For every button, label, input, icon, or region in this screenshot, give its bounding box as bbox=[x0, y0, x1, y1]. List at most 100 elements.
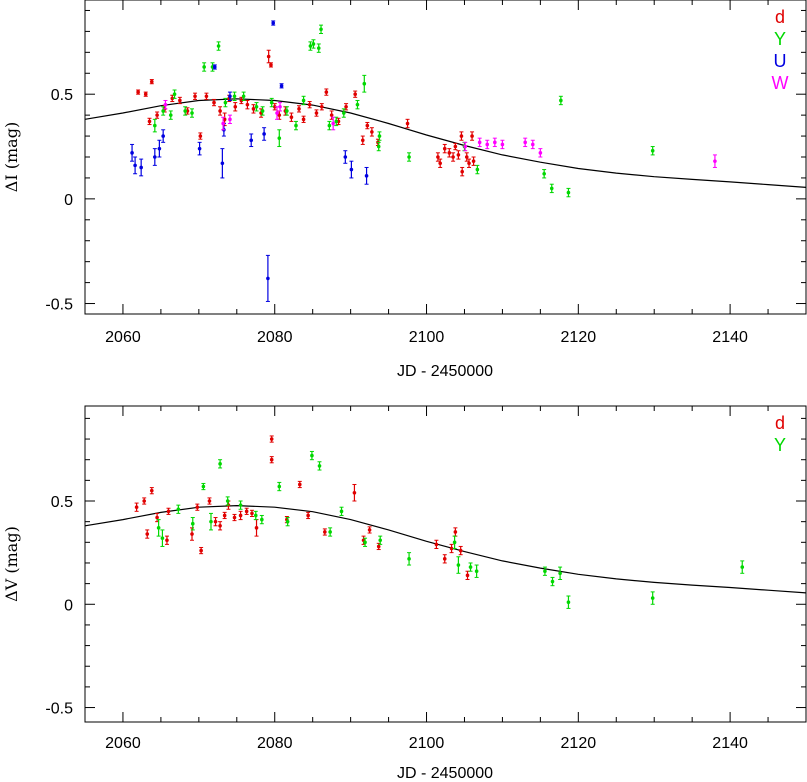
data-point bbox=[233, 104, 238, 109]
data-point bbox=[442, 557, 447, 561]
data-point bbox=[161, 134, 165, 138]
data-point bbox=[324, 90, 329, 94]
data-point bbox=[434, 542, 439, 547]
x-tick-label: 2060 bbox=[105, 735, 141, 752]
y-tick-label: 0 bbox=[64, 192, 73, 209]
data-point bbox=[225, 499, 230, 503]
model-curve-v-band bbox=[84, 504, 807, 594]
data-point bbox=[166, 509, 171, 514]
data-point bbox=[352, 490, 357, 495]
data-point bbox=[463, 144, 468, 149]
data-point bbox=[442, 146, 447, 151]
data-point bbox=[163, 102, 168, 107]
data-point bbox=[285, 519, 290, 524]
legend-entry-d: d bbox=[775, 7, 785, 27]
y-tick-label: 0.5 bbox=[51, 494, 73, 511]
data-point bbox=[232, 94, 237, 99]
x-tick-label: 2140 bbox=[712, 329, 748, 346]
series-Y bbox=[152, 24, 655, 198]
panel-v-band: 2060 2080 2100 2120 2140 -0.5 0 0.5 dY JD - 245… bbox=[2, 405, 807, 782]
data-point bbox=[201, 484, 206, 489]
data-point bbox=[378, 538, 383, 543]
data-point bbox=[149, 79, 154, 84]
data-point bbox=[447, 151, 452, 155]
data-point bbox=[334, 119, 339, 124]
data-point bbox=[376, 144, 381, 149]
legend-entry-Y: Y bbox=[774, 29, 786, 49]
data-point bbox=[538, 151, 543, 155]
data-point bbox=[650, 148, 655, 153]
data-point bbox=[202, 65, 206, 69]
data-point bbox=[157, 146, 162, 151]
data-point bbox=[222, 513, 227, 518]
data-point bbox=[238, 503, 243, 507]
data-point bbox=[272, 104, 277, 109]
data-point bbox=[456, 153, 461, 157]
data-point bbox=[353, 92, 357, 96]
data-point bbox=[269, 100, 274, 105]
data-point bbox=[328, 530, 332, 534]
data-point bbox=[470, 134, 474, 138]
data-point bbox=[566, 190, 571, 195]
data-point bbox=[558, 571, 562, 576]
data-point bbox=[156, 526, 161, 530]
data-point bbox=[475, 167, 480, 172]
tick-marks-v-band: 2060 2080 2100 2120 2140 -0.5 0 0.5 bbox=[45, 406, 807, 752]
data-point bbox=[279, 84, 284, 88]
data-point bbox=[195, 505, 200, 510]
data-point bbox=[190, 111, 194, 115]
data-point bbox=[193, 94, 197, 99]
data-point bbox=[133, 163, 137, 168]
x-tick-label: 2120 bbox=[561, 735, 597, 752]
data-point bbox=[310, 453, 314, 458]
data-point bbox=[223, 100, 228, 105]
data-point bbox=[542, 171, 546, 176]
data-point bbox=[407, 557, 411, 561]
series-U bbox=[130, 20, 369, 302]
data-point bbox=[161, 109, 165, 113]
data-point bbox=[363, 540, 367, 545]
series-d bbox=[134, 435, 470, 580]
x-tick-label: 2120 bbox=[561, 329, 597, 346]
data-point bbox=[277, 484, 282, 489]
data-point bbox=[343, 155, 348, 159]
data-point bbox=[301, 98, 306, 103]
tick-marks-i-band: 2060 2080 2100 2120 2140 -0.5 0 0.5 bbox=[45, 0, 807, 346]
data-point bbox=[438, 161, 442, 166]
data-point bbox=[360, 138, 365, 143]
data-point bbox=[275, 111, 279, 115]
series-Y bbox=[156, 450, 745, 609]
data-point bbox=[327, 123, 332, 128]
data-point bbox=[329, 113, 334, 117]
data-point bbox=[364, 174, 369, 178]
data-point bbox=[238, 513, 243, 518]
data-point bbox=[204, 94, 209, 99]
data-point bbox=[464, 155, 469, 159]
data-point bbox=[142, 499, 146, 503]
data-point bbox=[314, 111, 319, 115]
data-point bbox=[221, 121, 225, 126]
data-point bbox=[220, 161, 225, 166]
data-point bbox=[170, 96, 175, 101]
legend-entry-d: d bbox=[775, 413, 785, 433]
data-point bbox=[471, 159, 476, 163]
data-point bbox=[269, 457, 274, 462]
data-point bbox=[349, 167, 354, 172]
data-point bbox=[650, 596, 655, 600]
data-point bbox=[451, 155, 455, 159]
data-points-v-band bbox=[134, 435, 745, 609]
data-point bbox=[452, 540, 457, 545]
data-point bbox=[218, 523, 222, 528]
data-point bbox=[468, 565, 473, 569]
data-point bbox=[449, 546, 454, 551]
data-point bbox=[559, 98, 563, 103]
data-point bbox=[239, 98, 244, 103]
data-point bbox=[376, 544, 381, 549]
data-point bbox=[178, 98, 182, 103]
data-point bbox=[136, 90, 140, 94]
data-point bbox=[493, 140, 497, 145]
x-tick-label: 2060 bbox=[105, 329, 141, 346]
data-point bbox=[149, 488, 154, 493]
